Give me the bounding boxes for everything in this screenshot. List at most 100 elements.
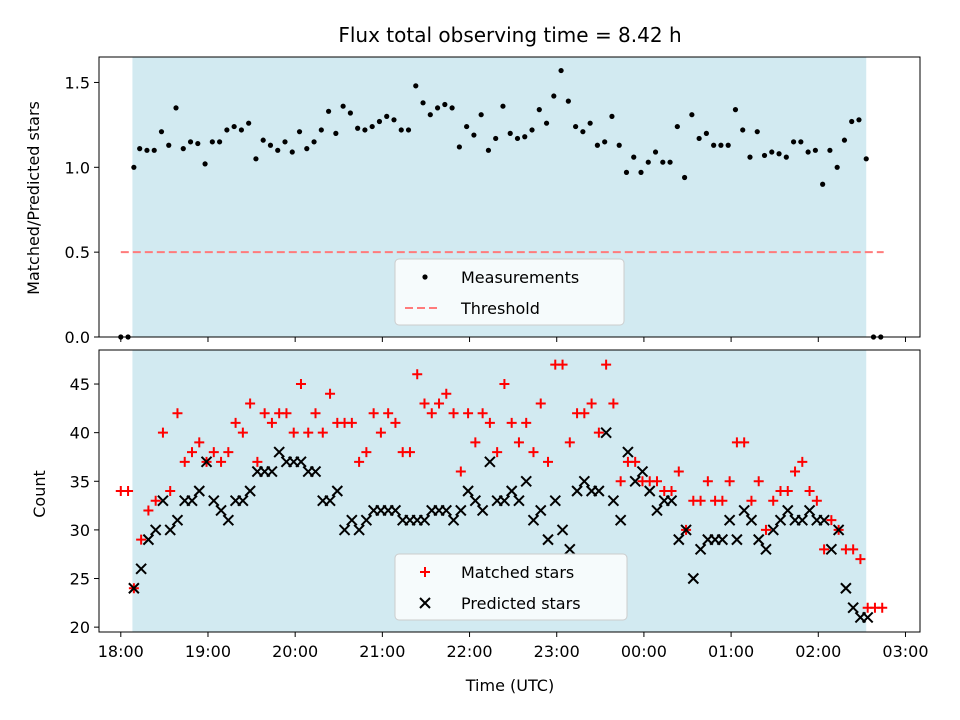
data-point <box>136 534 147 545</box>
data-point <box>455 504 467 517</box>
x-tick-label: 03:00 <box>882 642 928 661</box>
data-point <box>376 118 383 125</box>
data-point <box>157 427 168 438</box>
data-point <box>723 514 736 526</box>
data-point <box>665 495 678 507</box>
data-point <box>565 98 571 104</box>
data-point <box>790 139 797 145</box>
data-point <box>834 164 840 170</box>
data-point <box>543 120 550 126</box>
data-point <box>165 486 176 496</box>
data-point <box>702 476 713 487</box>
data-point <box>208 447 219 458</box>
data-point <box>484 456 496 468</box>
data-point <box>195 140 201 147</box>
data-point <box>260 137 266 143</box>
data-point <box>208 495 220 507</box>
data-point <box>782 504 794 517</box>
data-point <box>464 123 470 130</box>
data-point <box>478 112 484 118</box>
data-point <box>660 159 666 165</box>
data-point <box>505 485 518 497</box>
data-point <box>295 379 306 390</box>
data-point <box>543 456 554 467</box>
data-point <box>384 113 390 119</box>
data-point <box>840 582 852 594</box>
data-point <box>674 123 680 130</box>
data-point <box>587 120 593 126</box>
data-point <box>470 437 481 448</box>
legend-matched-swatch <box>420 567 430 577</box>
data-point <box>180 146 186 152</box>
data-point <box>209 139 215 145</box>
data-point <box>747 154 753 160</box>
data-point <box>273 446 285 458</box>
data-point <box>296 129 303 135</box>
data-point <box>608 398 619 409</box>
data-point <box>324 495 336 507</box>
data-point <box>193 485 205 497</box>
data-point <box>275 147 281 153</box>
data-point <box>135 563 147 575</box>
data-point <box>288 427 299 438</box>
data-point <box>783 154 789 160</box>
data-point <box>485 147 492 153</box>
data-point <box>593 485 605 497</box>
data-point <box>558 67 564 74</box>
data-point <box>469 495 482 507</box>
data-point <box>186 495 198 507</box>
data-point <box>223 447 234 458</box>
data-point <box>304 146 310 152</box>
data-point <box>237 427 248 438</box>
data-point <box>123 486 134 496</box>
data-point <box>246 120 252 126</box>
data-point <box>171 514 184 526</box>
data-point <box>666 486 677 496</box>
x-tick-label: 20:00 <box>272 642 318 661</box>
y-tick-label: 45 <box>70 375 90 394</box>
data-point <box>427 112 433 118</box>
data-point <box>253 156 259 162</box>
data-point <box>216 456 227 467</box>
data-point <box>157 495 169 507</box>
data-point <box>194 437 205 448</box>
data-point <box>549 495 561 507</box>
y-tick-label: 0.0 <box>65 328 90 347</box>
data-point <box>542 533 554 546</box>
data-point <box>803 504 816 517</box>
data-point <box>825 543 838 556</box>
data-point <box>231 123 237 130</box>
x-axis-label: Time (UTC) <box>465 676 554 695</box>
data-point <box>732 107 739 113</box>
data-point <box>601 359 612 370</box>
data-point <box>267 142 274 148</box>
data-point <box>623 169 630 175</box>
data-point <box>303 427 314 438</box>
data-point <box>586 398 597 409</box>
data-point <box>507 130 513 136</box>
data-point <box>137 146 143 152</box>
data-point <box>289 149 295 155</box>
data-point <box>222 514 235 526</box>
data-point <box>535 504 547 517</box>
data-point <box>564 437 575 448</box>
data-point <box>740 127 746 133</box>
data-point <box>346 417 357 428</box>
data-point <box>536 107 542 113</box>
y-tick-label: 35 <box>70 472 90 491</box>
data-point <box>796 514 809 526</box>
legend-box <box>394 258 625 326</box>
data-point <box>652 149 659 155</box>
data-point <box>187 139 194 145</box>
data-point <box>745 514 758 526</box>
data-point <box>724 476 735 487</box>
top-panel: 0.0 0.5 1.0 1.5 Measurements Threshold <box>65 56 921 347</box>
data-point <box>818 514 830 526</box>
data-point <box>426 408 437 419</box>
data-point <box>361 447 372 458</box>
data-point <box>863 156 869 162</box>
data-point <box>471 132 477 138</box>
data-point <box>849 118 855 125</box>
data-point <box>528 447 539 458</box>
bottom-panel: 20 25 30 35 40 45 18:00 19:00 20:00 21:00 22:00 23:… <box>70 349 929 661</box>
